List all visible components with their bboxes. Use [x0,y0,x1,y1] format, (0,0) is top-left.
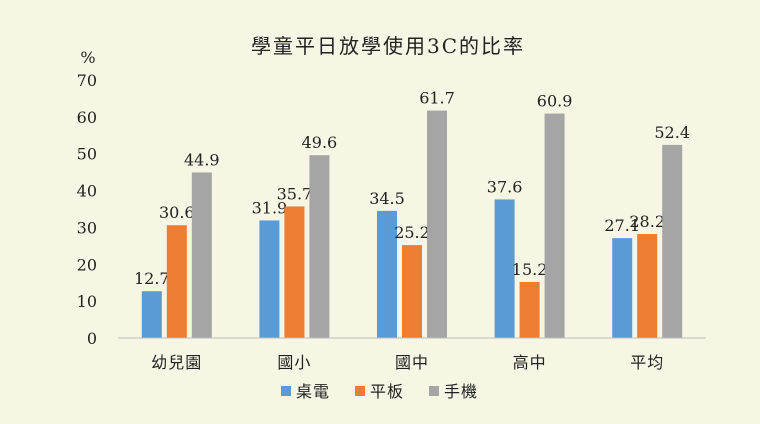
data-label: 31.9 [252,198,288,217]
bar-平板-國小 [284,206,305,338]
data-label: 44.9 [184,151,220,170]
bar-手機-國小 [309,155,330,338]
bar-平板-幼兒園 [166,225,187,338]
data-label: 12.7 [134,269,170,288]
bar-桌電-國中 [377,210,397,338]
bar-桌電-高中 [494,199,515,338]
data-label: 37.6 [487,177,523,196]
legend-label: 平板 [370,382,404,401]
bar-桌電-幼兒園 [141,291,162,338]
x-category-label: 國中 [395,353,429,372]
y-axis-unit: % [80,48,95,67]
data-label: 15.2 [512,260,548,279]
bar-平板-高中 [519,281,540,338]
data-label: 28.2 [629,212,665,231]
y-tick-label: 70 [77,71,97,90]
bar-平板-平均 [637,234,658,338]
x-category-label: 高中 [513,353,547,372]
bars: 12.7 30.6 44.9 31.935.7 49.6 34.5 25.2 61.7 37.6… [134,89,690,338]
data-label: 49.6 [302,133,338,152]
legend-swatch-平板 [355,386,365,396]
data-label: 34.5 [369,189,405,208]
data-label: 25.2 [394,223,430,242]
x-category-label: 平均 [630,353,664,372]
bar-桌電-平均 [612,238,633,338]
legend-label: 手機 [444,382,478,401]
x-category-label: 幼兒園 [151,353,202,372]
bar-手機-平均 [662,144,683,338]
legend-swatch-桌電 [281,386,291,396]
data-label: 27.1 [604,216,640,235]
data-label: 60.9 [537,92,573,111]
data-label: 35.7 [277,184,313,203]
data-label: 61.7 [419,89,455,108]
bar-平板-國中 [402,245,422,338]
y-tick-label: 60 [77,108,97,127]
bar-手機-國中 [427,110,447,338]
y-tick-label: 10 [77,292,97,311]
y-tick-label: 20 [77,255,97,274]
x-category-label: 國小 [277,353,311,372]
bar-桌電-國小 [259,220,280,338]
bar-手機-幼兒園 [191,172,212,338]
legend: 桌電 平板 手機 [281,382,478,401]
y-tick-label: 40 [77,182,97,201]
legend-swatch-手機 [429,386,439,396]
chart-title: 學童平日放學使用3C的比率 [251,34,525,58]
y-tick-label: 0 [87,329,97,348]
data-label: 30.6 [159,203,195,222]
y-axis-ticks: 0 10 20 30 40 50 60 70 [77,71,97,348]
y-tick-label: 30 [77,218,97,237]
legend-label: 桌電 [296,382,330,401]
category-labels: 幼兒園 國小 國中 高中 平均 [151,353,664,372]
bar-手機-高中 [544,113,565,338]
y-tick-label: 50 [77,145,97,164]
data-label: 52.4 [654,123,690,142]
